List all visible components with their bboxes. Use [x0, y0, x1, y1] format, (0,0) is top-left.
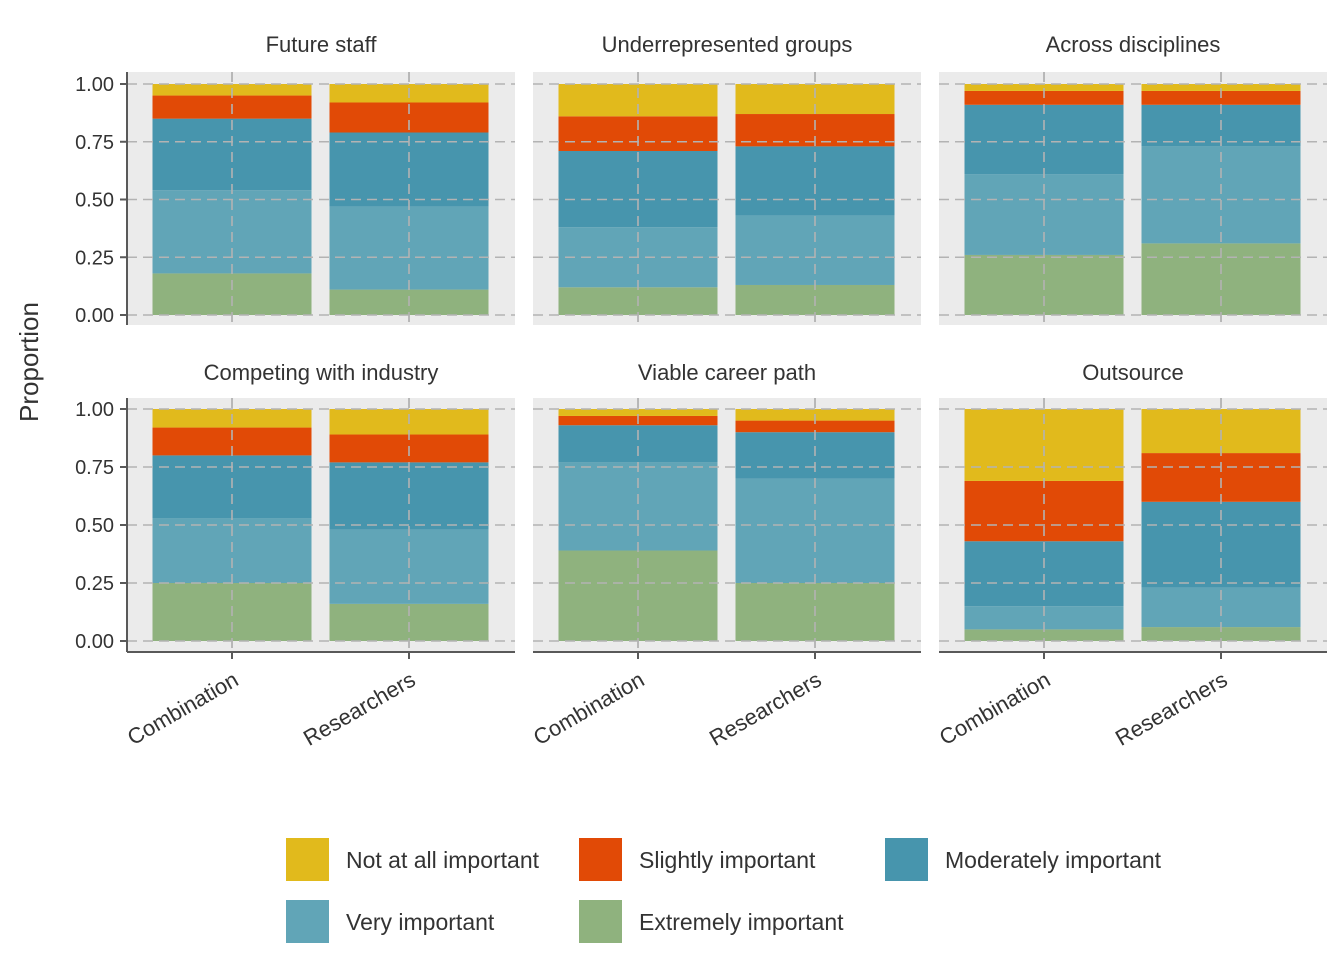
y-tick-label: 1.00: [75, 399, 114, 421]
legend-swatch: [579, 900, 622, 943]
x-tick-label: Researchers: [705, 667, 826, 751]
panel-underrepresented-groups: Underrepresented groups: [533, 32, 921, 325]
y-tick-label: 0.00: [75, 631, 114, 653]
panel-title: Future staff: [266, 32, 378, 57]
panel-outsource: Outsource Combination Researchers: [935, 360, 1327, 751]
y-tick-label: 1.00: [75, 74, 114, 96]
y-tick-label: 0.00: [75, 305, 114, 327]
y-axis-title: Proportion: [14, 302, 44, 422]
bar-segment-not-at-all-important: [558, 409, 718, 416]
legend-swatch: [286, 900, 329, 943]
bar-researchers: [1141, 409, 1301, 641]
bar-segment-not-at-all-important: [1141, 84, 1301, 91]
x-tick-label: Researchers: [299, 667, 420, 751]
legend-label: Moderately important: [945, 847, 1162, 873]
panel-across-disciplines: Across disciplines: [939, 32, 1327, 325]
panel-title: Underrepresented groups: [602, 32, 853, 57]
x-tick-label: Researchers: [1111, 667, 1232, 751]
bar-segment-very-important: [964, 606, 1124, 630]
bar-segment-extremely-important: [152, 273, 312, 315]
legend-item-moderately-important: Moderately important: [885, 838, 1162, 881]
y-tick-label: 0.25: [75, 247, 114, 269]
bar-segment-slightly-important: [1141, 453, 1301, 502]
bar-segment-very-important: [1141, 146, 1301, 244]
facet-panels: Future staff 0.00 0.25 0.50 0.75 1.00 Underrep…: [75, 32, 1327, 751]
legend-label: Very important: [346, 909, 495, 935]
legend-item-slightly-important: Slightly important: [579, 838, 816, 881]
panel-competing-with-industry: Competing with industry 0.00 0.25 0.50 0.75 1…: [75, 360, 515, 751]
x-tick-label: Combination: [529, 667, 648, 750]
legend-swatch: [885, 838, 928, 881]
bar-segment-extremely-important: [964, 629, 1124, 641]
y-tick-label: 0.50: [75, 515, 114, 537]
panel-title: Outsource: [1082, 360, 1184, 385]
legend-label: Not at all important: [346, 847, 540, 873]
panel-viable-career-path: Viable career path Combination Researchers: [529, 360, 921, 751]
y-tick-label: 0.50: [75, 190, 114, 212]
bar-segment-very-important: [558, 462, 718, 551]
bar-segment-slightly-important: [735, 420, 895, 433]
y-tick-label: 0.25: [75, 573, 114, 595]
panel-title: Competing with industry: [204, 360, 439, 385]
legend: Not at all important Slightly important Mo…: [286, 838, 1162, 943]
legend-item-not-at-all-important: Not at all important: [286, 838, 540, 881]
y-tick-label: 0.75: [75, 132, 114, 154]
y-tick-label: 0.75: [75, 457, 114, 479]
panel-title: Across disciplines: [1046, 32, 1221, 57]
legend-swatch: [579, 838, 622, 881]
x-tick-label: Combination: [935, 667, 1054, 750]
legend-item-very-important: Very important: [286, 900, 495, 943]
bar-segment-extremely-important: [1141, 627, 1301, 641]
x-tick-label: Combination: [123, 667, 242, 750]
bar-segment-not-at-all-important: [964, 84, 1124, 91]
legend-label: Extremely important: [639, 909, 844, 935]
legend-item-extremely-important: Extremely important: [579, 900, 844, 943]
legend-swatch: [286, 838, 329, 881]
legend-label: Slightly important: [639, 847, 816, 873]
panel-future-staff: Future staff 0.00 0.25 0.50 0.75 1.00: [75, 32, 515, 327]
panel-title: Viable career path: [638, 360, 816, 385]
